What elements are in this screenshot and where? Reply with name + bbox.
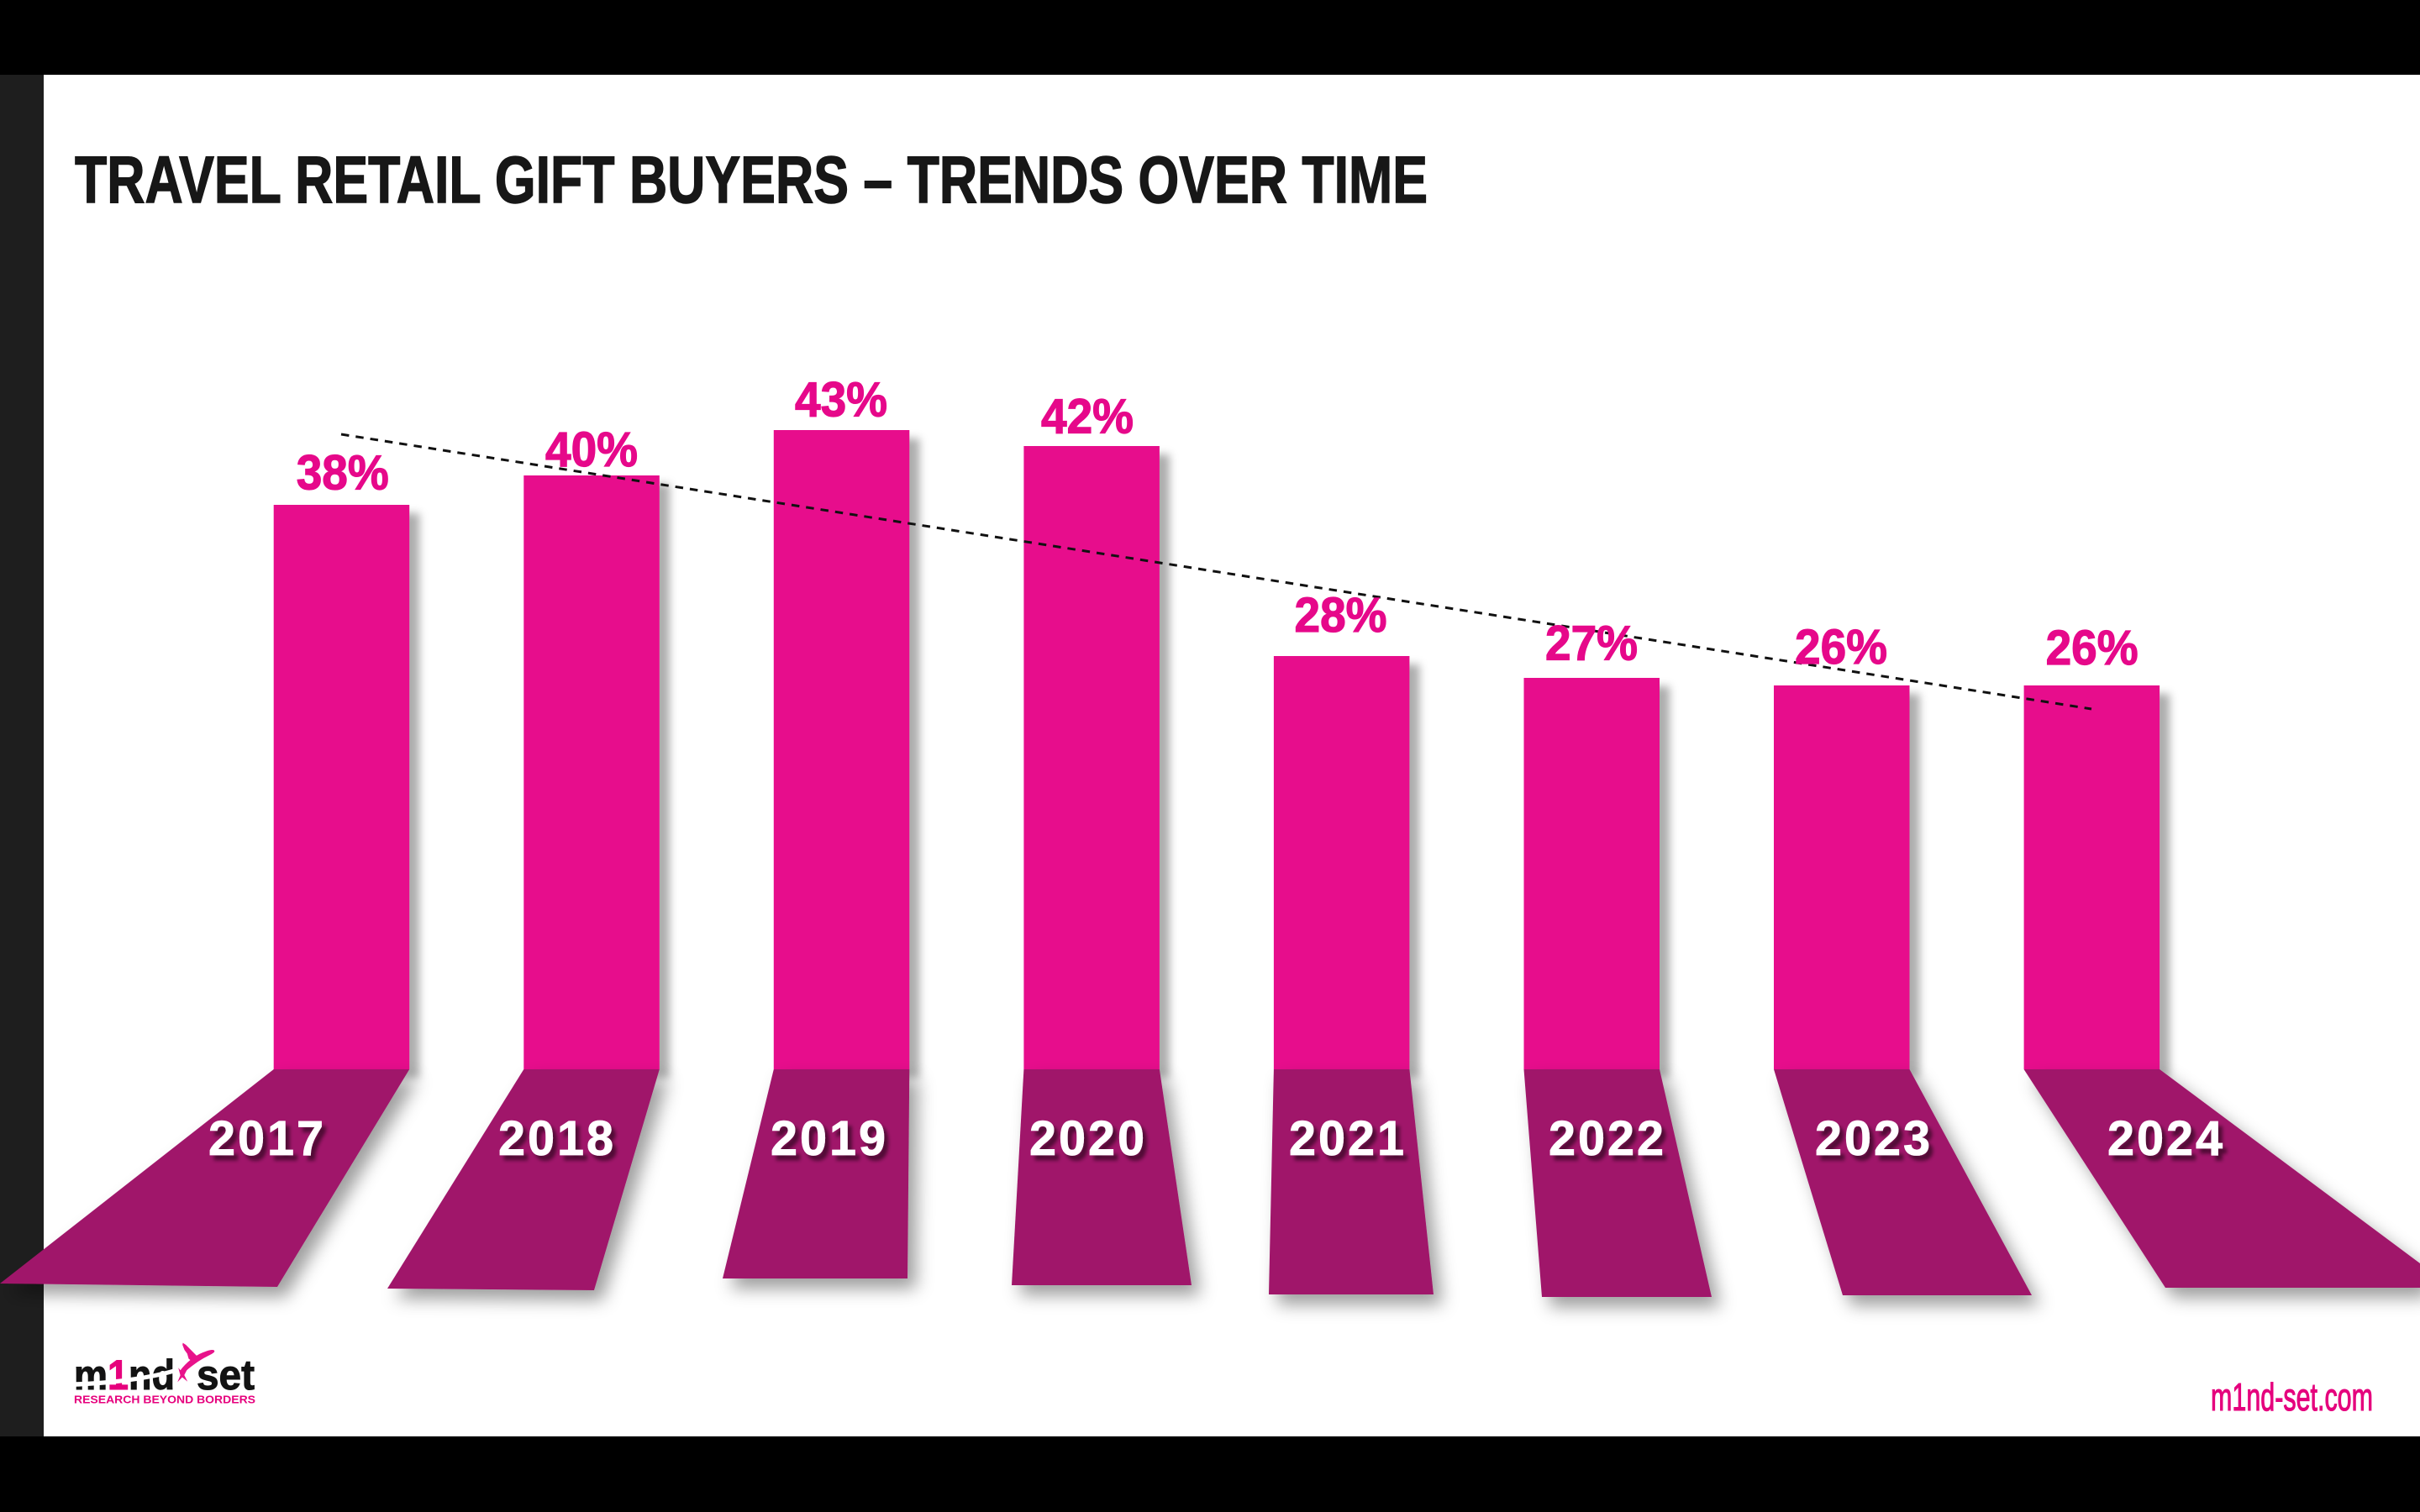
svg-text:m1nd-set.com: m1nd-set.com	[2211, 1375, 2373, 1419]
svg-text:26%: 26%	[1795, 620, 1887, 675]
svg-text:2019: 2019	[771, 1111, 888, 1166]
svg-text:2023: 2023	[1815, 1111, 1933, 1166]
svg-text:40%: 40%	[545, 423, 638, 477]
svg-text:2017: 2017	[208, 1111, 326, 1166]
svg-text:42%: 42%	[1041, 389, 1134, 444]
svg-text:2024: 2024	[2107, 1111, 2225, 1166]
svg-text:26%: 26%	[2046, 621, 2139, 675]
svg-text:38%: 38%	[297, 446, 389, 501]
svg-text:28%: 28%	[1295, 588, 1387, 643]
svg-text:2018: 2018	[498, 1111, 616, 1166]
svg-text:2020: 2020	[1029, 1111, 1147, 1166]
svg-text:TRAVEL RETAIL GIFT BUYERS – TR: TRAVEL RETAIL GIFT BUYERS – TRENDS OVER …	[75, 142, 1428, 217]
svg-text:RESEARCH BEYOND BORDERS: RESEARCH BEYOND BORDERS	[74, 1394, 255, 1406]
svg-text:2021: 2021	[1289, 1111, 1407, 1166]
svg-text:set: set	[197, 1352, 255, 1399]
svg-text:2022: 2022	[1549, 1111, 1666, 1166]
svg-text:27%: 27%	[1545, 616, 1638, 670]
svg-text:43%: 43%	[795, 373, 887, 428]
